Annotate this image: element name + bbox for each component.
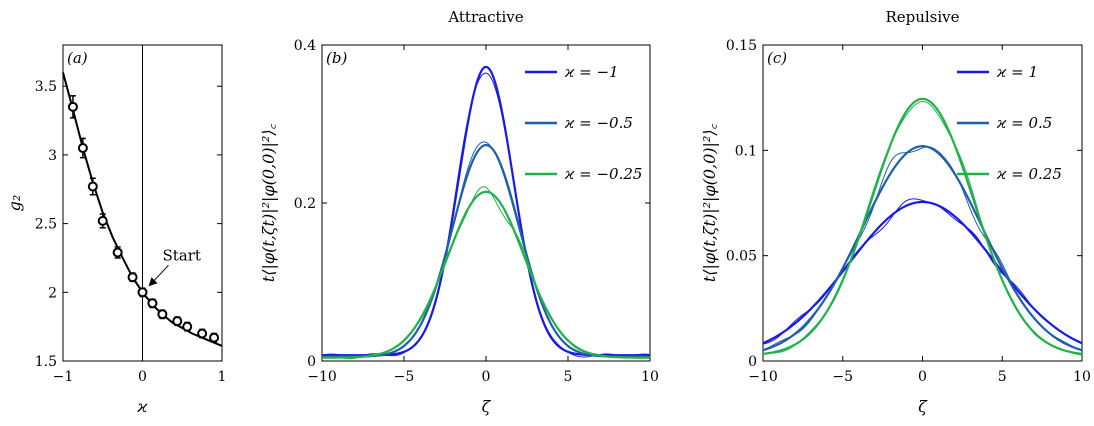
panel-a-points xyxy=(67,95,220,343)
panel-b-label: (b) xyxy=(326,49,347,67)
y-tick-label: 0.2 xyxy=(294,196,316,212)
y-tick-label: 0.4 xyxy=(294,38,316,54)
x-tick-label: 0 xyxy=(138,369,147,385)
x-tick-label: 5 xyxy=(564,369,573,385)
data-point xyxy=(209,332,220,343)
point-marker xyxy=(77,143,88,154)
point-marker xyxy=(87,181,98,192)
panel-a-annotation-arrow xyxy=(152,264,169,283)
panel-a: −1 0 1 1.5 2 2.5 3 3.5 (a) ϰ g₂ Start xyxy=(5,44,227,416)
legend-label-2: ϰ = −0.25 xyxy=(564,165,642,183)
series-curve-0 xyxy=(322,65,650,357)
y-tick-label: 0.1 xyxy=(735,143,757,159)
y-tick-label: 0 xyxy=(748,354,757,370)
series-curve-2 xyxy=(322,190,650,359)
point-marker xyxy=(182,321,193,332)
panel-b-frame xyxy=(321,44,651,362)
panel-b: −10 −5 0 5 10 0 0.2 0.4 ϰ = −1 ϰ = −0.5 ϰ = −0.25… xyxy=(259,8,659,416)
data-point xyxy=(77,137,88,159)
series-curve-2 xyxy=(762,97,1083,356)
point-marker xyxy=(197,328,208,339)
y-tick-label: 0 xyxy=(307,354,316,370)
y-tick-label: 2.5 xyxy=(35,217,57,233)
legend-label-1: ϰ = 0.5 xyxy=(996,114,1052,132)
panel-b-y-axis-label: t⟨|φ(t,ζt)|²|φ(0,0)|²⟩꜀ xyxy=(259,123,278,282)
panel-c-x-axis-label: ζ xyxy=(918,397,928,416)
point-marker xyxy=(147,298,158,309)
panel-b-legend: ϰ = −1 ϰ = −0.5 ϰ = −0.25 xyxy=(525,63,642,183)
panel-a-label: (a) xyxy=(67,49,88,67)
legend-label-2: ϰ = 0.25 xyxy=(996,165,1062,183)
x-tick-label: 1 xyxy=(218,369,227,385)
x-tick-label: 0 xyxy=(918,369,927,385)
x-tick-label: −10 xyxy=(307,369,337,385)
panel-a-annotation-arrowhead xyxy=(148,277,158,287)
panel-b-series xyxy=(321,65,651,360)
panel-c-legend: ϰ = 1 ϰ = 0.5 ϰ = 0.25 xyxy=(957,63,1062,183)
point-marker xyxy=(157,309,168,320)
point-marker xyxy=(137,287,148,298)
data-point xyxy=(67,95,78,119)
data-point xyxy=(147,298,158,309)
data-point xyxy=(112,246,123,259)
y-tick-label: 2 xyxy=(48,285,57,301)
point-marker xyxy=(97,215,108,226)
panel-b-title: Attractive xyxy=(447,8,523,26)
x-tick-label: 10 xyxy=(641,369,659,385)
panel-c-series xyxy=(762,97,1083,356)
panel-a-annotation-start: Start xyxy=(163,246,201,264)
point-marker xyxy=(112,247,123,258)
x-tick-label: −5 xyxy=(832,369,853,385)
point-marker xyxy=(127,272,138,283)
point-marker xyxy=(209,332,220,343)
legend-label-1: ϰ = −0.5 xyxy=(564,114,633,132)
panel-c-title: Repulsive xyxy=(885,8,959,26)
data-point xyxy=(127,272,138,283)
panel-a-y-axis-label: g₂ xyxy=(5,195,24,212)
data-point xyxy=(97,213,108,229)
data-point xyxy=(182,321,193,332)
panel-c-ticks: −10 −5 0 5 10 0 0.05 0.1 0.15 xyxy=(726,38,1091,385)
series-raw-0 xyxy=(762,198,1083,345)
series-raw-2 xyxy=(762,101,1083,356)
x-tick-label: −5 xyxy=(394,369,415,385)
point-marker xyxy=(172,316,183,327)
x-tick-label: 10 xyxy=(1073,369,1091,385)
series-curve-0 xyxy=(762,200,1083,345)
x-tick-label: 5 xyxy=(998,369,1007,385)
series-raw-2 xyxy=(321,186,651,360)
data-point xyxy=(172,316,183,327)
data-point xyxy=(137,287,148,298)
panel-a-ticks: −1 0 1 1.5 2 2.5 3 3.5 xyxy=(35,45,227,385)
data-point xyxy=(87,177,98,196)
panel-c-y-axis-label: t⟨|φ(t,ζt)|²|φ(0,0)|²⟩꜀ xyxy=(700,123,719,282)
y-tick-label: 3 xyxy=(48,148,57,164)
legend-label-0: ϰ = −1 xyxy=(564,63,619,81)
x-tick-label: −10 xyxy=(748,369,778,385)
legend-label-0: ϰ = 1 xyxy=(996,63,1038,81)
data-point xyxy=(157,309,168,320)
y-tick-label: 1.5 xyxy=(35,354,57,370)
series-raw-1 xyxy=(762,146,1083,352)
panel-c: −10 −5 0 5 10 0 0.05 0.1 0.15 ϰ = 1 ϰ = 0.5 ϰ = 0.… xyxy=(700,8,1091,416)
x-tick-label: 0 xyxy=(482,369,491,385)
panel-a-x-axis-label: ϰ xyxy=(137,397,149,416)
panel-c-label: (c) xyxy=(767,49,787,67)
x-tick-label: −1 xyxy=(53,369,74,385)
y-tick-label: 0.05 xyxy=(726,249,757,265)
point-marker xyxy=(67,101,78,112)
data-point xyxy=(197,328,208,339)
panel-b-x-axis-label: ζ xyxy=(482,397,492,416)
panel-b-ticks: −10 −5 0 5 10 0 0.2 0.4 xyxy=(294,38,659,385)
y-tick-label: 3.5 xyxy=(35,79,57,95)
y-tick-label: 0.15 xyxy=(726,38,757,54)
